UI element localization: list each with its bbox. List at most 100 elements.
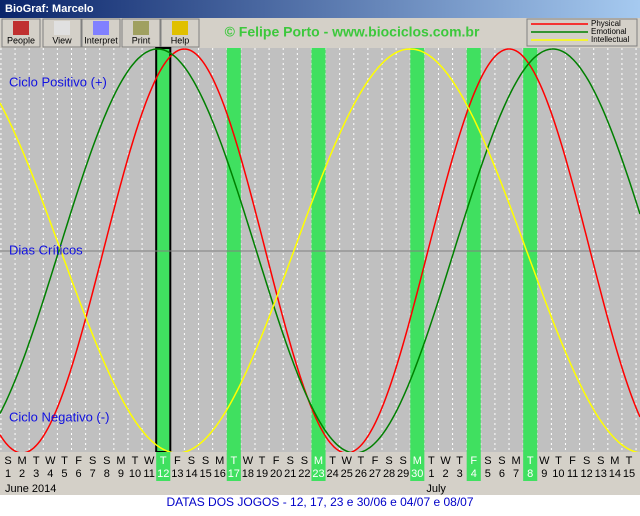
weekday-label: W [243, 455, 254, 467]
weekday-label: S [89, 455, 96, 467]
weekday-label: T [33, 455, 40, 467]
weekday-label: W [45, 455, 56, 467]
weekday-label: S [583, 455, 590, 467]
weekday-label: S [301, 455, 308, 467]
weekday-label: T [527, 455, 534, 467]
date-label: 24 [326, 468, 338, 480]
date-label: 3 [33, 468, 39, 480]
weekday-label: S [498, 455, 505, 467]
date-label: 4 [471, 468, 477, 480]
weekday-label: W [144, 455, 155, 467]
weekday-label: T [456, 455, 463, 467]
legend-label: Emotional [591, 27, 627, 36]
date-label: 29 [397, 468, 409, 480]
date-label: 13 [595, 468, 607, 480]
critical-day [523, 48, 538, 452]
date-label: 17 [228, 468, 240, 480]
weekday-label: T [626, 455, 633, 467]
weekday-label: T [132, 455, 139, 467]
critical-day-label [410, 452, 425, 481]
weekday-label: F [273, 455, 280, 467]
date-label: 7 [90, 468, 96, 480]
weekday-label: M [314, 455, 323, 467]
date-label: 30 [411, 468, 423, 480]
weekday-label: M [116, 455, 125, 467]
date-label: 11 [567, 468, 578, 480]
date-label: 3 [457, 468, 463, 480]
button-label: People [7, 35, 35, 45]
date-label: 12 [581, 468, 593, 480]
weekday-label: T [357, 455, 364, 467]
weekday-label: M [413, 455, 422, 467]
date-label: 6 [499, 468, 505, 480]
date-label: 22 [298, 468, 310, 480]
weekday-label: T [259, 455, 266, 467]
date-label: 16 [214, 468, 226, 480]
weekday-label: T [61, 455, 68, 467]
date-label: 14 [185, 468, 197, 480]
weekday-label: F [569, 455, 576, 467]
weekday-label: F [372, 455, 379, 467]
biorhythm-curve [0, 48, 640, 454]
date-label: 21 [284, 468, 296, 480]
date-label: 11 [143, 468, 154, 480]
weekday-label: S [385, 455, 392, 467]
critical-day [410, 48, 425, 452]
date-label: 5 [485, 468, 491, 480]
date-label: 2 [442, 468, 448, 480]
level-label: Ciclo Negativo (-) [9, 409, 109, 424]
level-label: Dias Críticos [9, 242, 83, 257]
date-label: 14 [609, 468, 621, 480]
critical-day-label [226, 452, 241, 481]
date-label: 13 [171, 468, 183, 480]
weekday-label: S [400, 455, 407, 467]
date-label: 8 [527, 468, 533, 480]
weekday-label: M [215, 455, 224, 467]
weekday-label: F [174, 455, 181, 467]
date-label: 2 [19, 468, 25, 480]
month-label: July [426, 483, 446, 495]
date-label: 27 [369, 468, 381, 480]
legend-label: Physical [591, 19, 621, 28]
critical-day-label [523, 452, 538, 481]
critical-day [466, 48, 481, 452]
date-label: 15 [623, 468, 635, 480]
date-label: 10 [552, 468, 564, 480]
button-icon [133, 21, 149, 35]
biorhythm-curve [0, 48, 640, 454]
weekday-label: T [230, 455, 237, 467]
level-label: Ciclo Positivo (+) [9, 74, 107, 89]
date-label: 20 [270, 468, 282, 480]
date-label: 26 [355, 468, 367, 480]
date-label: 4 [47, 468, 53, 480]
weekday-label: S [597, 455, 604, 467]
date-label: 15 [199, 468, 211, 480]
weekday-label: S [103, 455, 110, 467]
critical-day-label [311, 452, 326, 481]
weekday-label: T [329, 455, 336, 467]
button-icon [54, 21, 70, 35]
date-label: 5 [61, 468, 67, 480]
weekday-label: W [440, 455, 451, 467]
weekday-label: T [428, 455, 435, 467]
status-bar [0, 495, 640, 511]
date-label: 1 [5, 468, 11, 480]
date-label: 8 [104, 468, 110, 480]
window-title: BioGraf: Marcelo [5, 3, 94, 15]
critical-day [311, 48, 326, 452]
date-label: 12 [157, 468, 169, 480]
month-label: June 2014 [5, 483, 56, 495]
weekday-label: M [512, 455, 521, 467]
weekday-label: T [160, 455, 167, 467]
credit: © Felipe Porto - www.biociclos.com.br [225, 24, 480, 40]
weekday-label: F [75, 455, 82, 467]
critical-day-label [156, 452, 171, 481]
critical-day [226, 48, 241, 452]
weekday-label: S [4, 455, 11, 467]
date-label: 7 [513, 468, 519, 480]
weekday-label: T [555, 455, 562, 467]
date-label: 10 [129, 468, 141, 480]
date-label: 28 [383, 468, 395, 480]
weekday-label: S [188, 455, 195, 467]
